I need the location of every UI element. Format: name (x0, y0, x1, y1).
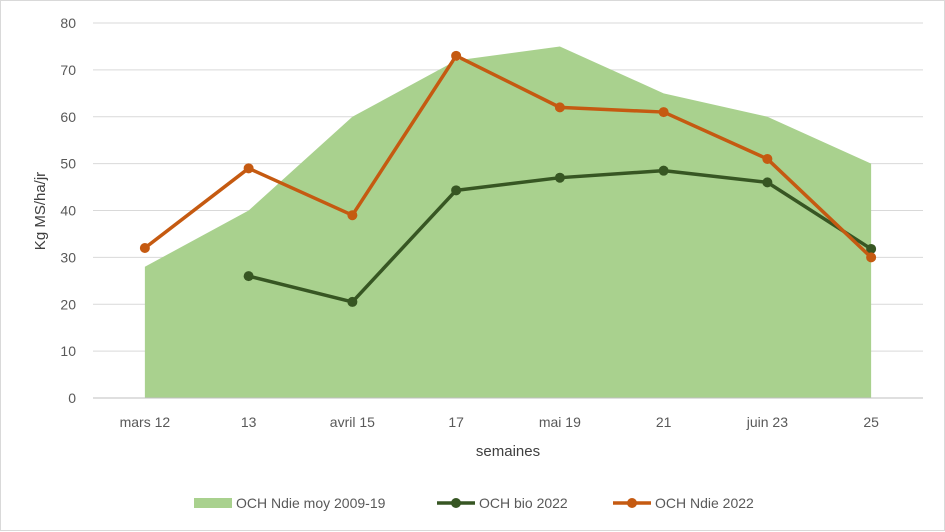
data-point (451, 185, 462, 196)
legend-label: OCH Ndie 2022 (655, 495, 754, 511)
x-tick-label: avril 15 (330, 414, 375, 430)
x-axis-title: semaines (476, 443, 540, 460)
x-tick-label: mars 12 (120, 414, 171, 430)
x-tick-label: 21 (656, 414, 672, 430)
y-tick-label: 50 (60, 156, 76, 172)
data-point (658, 107, 669, 118)
y-axis-title: Kg MS/ha/jr (32, 172, 49, 250)
legend-marker (451, 498, 461, 508)
data-point (451, 50, 462, 61)
legend-marker (627, 498, 637, 508)
line-series (143, 54, 873, 259)
legend-label: OCH bio 2022 (479, 495, 568, 511)
data-point (243, 271, 254, 282)
y-tick-label: 40 (60, 203, 76, 219)
y-tick-label: 30 (60, 249, 76, 265)
y-tick-label: 60 (60, 109, 76, 125)
x-tick-label: 25 (863, 414, 879, 430)
y-tick-label: 10 (60, 343, 76, 359)
y-tick-label: 80 (60, 15, 76, 31)
data-point (347, 296, 358, 307)
line-series-layer (139, 50, 877, 307)
area-series-layer (144, 46, 872, 398)
x-tick-label: mai 19 (539, 414, 581, 430)
legend: OCH Ndie moy 2009-19 OCH bio 2022 OCH Ndie… (194, 495, 754, 511)
legend-label: OCH Ndie moy 2009-19 (236, 495, 386, 511)
x-tick-label: 17 (448, 414, 464, 430)
data-point (554, 102, 565, 113)
area-series (144, 46, 872, 398)
data-point (347, 210, 358, 221)
data-point (866, 252, 877, 263)
data-point (762, 177, 773, 188)
data-point (243, 163, 254, 174)
y-tick-label: 70 (60, 62, 76, 78)
data-point (866, 243, 877, 254)
y-tick-label: 20 (60, 296, 76, 312)
legend-swatch (194, 498, 232, 508)
tick-labels: 0 10 20 30 40 50 60 70 80 mars 12 13 avril 15 17 mai … (60, 15, 879, 430)
x-tick-label: juin 23 (746, 414, 788, 430)
x-tick-label: 13 (241, 414, 257, 430)
data-point (658, 165, 669, 176)
y-tick-label: 0 (68, 390, 76, 406)
data-point (139, 243, 150, 253)
data-point (554, 172, 565, 183)
data-point (762, 153, 773, 164)
